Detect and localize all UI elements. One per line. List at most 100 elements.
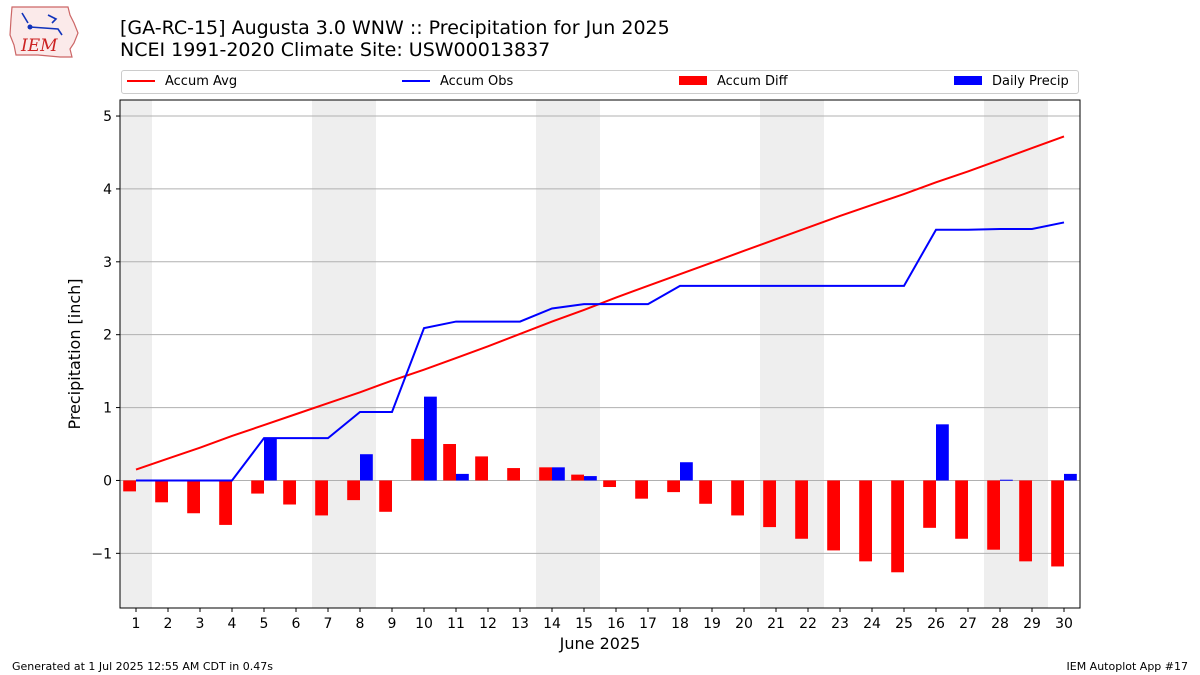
x-tick-label: 13 (511, 616, 529, 632)
daily-precip-bar (552, 467, 565, 481)
x-tick-label: 9 (388, 616, 397, 632)
title-line-1: [GA-RC-15] Augusta 3.0 WNW :: Precipitat… (120, 17, 670, 39)
daily-precip-bar (936, 424, 949, 481)
legend-item-accum-avg: Accum Avg (127, 74, 237, 90)
y-tick-label: −1 (91, 546, 112, 562)
x-tick-label: 11 (447, 616, 465, 632)
accum-diff-bar (827, 480, 840, 551)
daily-precip-bar (1000, 479, 1013, 481)
accum-diff-bar (1051, 480, 1064, 567)
plot-frame (119, 99, 1081, 609)
title-line-2: NCEI 1991-2020 Climate Site: USW00013837 (120, 39, 551, 61)
accum-diff-bar (411, 438, 424, 481)
x-tick-label: 6 (292, 616, 301, 632)
x-tick-label: 19 (703, 616, 721, 632)
y-tick-label: 3 (103, 255, 112, 271)
accum-diff-bar (699, 480, 712, 504)
accum-diff-bar (571, 474, 584, 481)
accum-diff-bar (795, 480, 808, 539)
legend-label-accum-obs: Accum Obs (440, 74, 514, 89)
accum-diff-bar (923, 480, 936, 528)
x-tick-label: 7 (324, 616, 333, 632)
accum-diff-bar (635, 480, 648, 499)
x-tick-label: 1 (132, 616, 141, 632)
legend-label-daily-precip: Daily Precip (992, 74, 1069, 89)
legend-swatch-daily-precip (954, 76, 982, 85)
x-tick-label: 21 (767, 616, 785, 632)
x-tick-label: 12 (479, 616, 497, 632)
accum-diff-bar (123, 480, 136, 492)
accum-diff-bar (251, 480, 264, 494)
accum-diff-bar (219, 480, 232, 525)
accum-diff-bar (539, 467, 552, 481)
accum-diff-bar (187, 480, 200, 514)
legend-item-daily-precip: Daily Precip (954, 74, 1069, 90)
legend-item-accum-obs: Accum Obs (402, 74, 513, 90)
accum-diff-bar (891, 480, 904, 573)
x-tick-label: 26 (927, 616, 945, 632)
x-axis-label: June 2025 (559, 634, 641, 653)
y-tick-label: 4 (103, 182, 112, 198)
x-tick-label: 14 (543, 616, 561, 632)
weekend-band (760, 100, 792, 608)
chart-title: [GA-RC-15] Augusta 3.0 WNW :: Precipitat… (120, 17, 670, 61)
accum-diff-bar (315, 480, 328, 516)
legend-label-accum-diff: Accum Diff (717, 74, 788, 89)
accum-diff-bar (475, 456, 488, 481)
legend-label-accum-avg: Accum Avg (165, 74, 238, 89)
weekend-band (536, 100, 568, 608)
x-tick-label: 30 (1055, 616, 1073, 632)
x-tick-label: 18 (671, 616, 689, 632)
x-tick-label: 24 (863, 616, 881, 632)
x-tick-label: 28 (991, 616, 1009, 632)
weekend-band (568, 100, 600, 608)
iem-logo: IEM (8, 5, 80, 59)
accum-diff-bar (987, 480, 1000, 550)
x-tick-label: 25 (895, 616, 913, 632)
weekend-band (312, 100, 344, 608)
x-tick-label: 3 (196, 616, 205, 632)
daily-precip-bar (1064, 473, 1077, 481)
accum-diff-bar (667, 480, 680, 493)
x-tick-label: 22 (799, 616, 817, 632)
y-tick-label: 0 (103, 473, 112, 489)
accum-diff-bar (379, 480, 392, 512)
legend-swatch-accum-diff (679, 76, 707, 85)
weekend-band (120, 100, 152, 608)
app-note: IEM Autoplot App #17 (1066, 660, 1189, 673)
accum-diff-bar (507, 468, 520, 481)
daily-precip-bar (456, 473, 469, 481)
x-tick-label: 29 (1023, 616, 1041, 632)
legend-swatch-accum-obs (402, 79, 430, 82)
accum-diff-bar (1019, 480, 1032, 562)
x-tick-label: 10 (415, 616, 433, 632)
x-tick-label: 17 (639, 616, 657, 632)
x-tick-label: 16 (607, 616, 625, 632)
y-tick-label: 5 (103, 109, 112, 125)
legend: Accum Avg Accum Obs Accum Diff Daily Pre… (121, 70, 1079, 94)
legend-item-accum-diff: Accum Diff (679, 74, 788, 90)
x-tick-label: 4 (228, 616, 237, 632)
x-tick-label: 8 (356, 616, 365, 632)
daily-precip-bar (424, 396, 437, 481)
logo-text: IEM (20, 36, 58, 56)
accum-diff-bar (283, 480, 296, 505)
x-tick-label: 5 (260, 616, 269, 632)
accum-diff-bar (155, 480, 168, 503)
accum-diff-bar (763, 480, 776, 528)
accum-diff-bar (731, 480, 744, 516)
x-tick-label: 23 (831, 616, 849, 632)
accum-obs-line (136, 221, 1065, 482)
x-tick-label: 2 (164, 616, 173, 632)
y-tick-label: 1 (103, 401, 112, 417)
x-tick-label: 15 (575, 616, 593, 632)
accum-diff-bar (443, 444, 456, 481)
y-tick-label: 2 (103, 328, 112, 344)
daily-precip-bar (264, 438, 277, 481)
x-tick-label: 20 (735, 616, 753, 632)
accum-diff-bar (955, 480, 968, 539)
legend-swatch-accum-avg (127, 79, 155, 82)
accum-diff-bar (859, 480, 872, 562)
weekend-band (344, 100, 376, 608)
